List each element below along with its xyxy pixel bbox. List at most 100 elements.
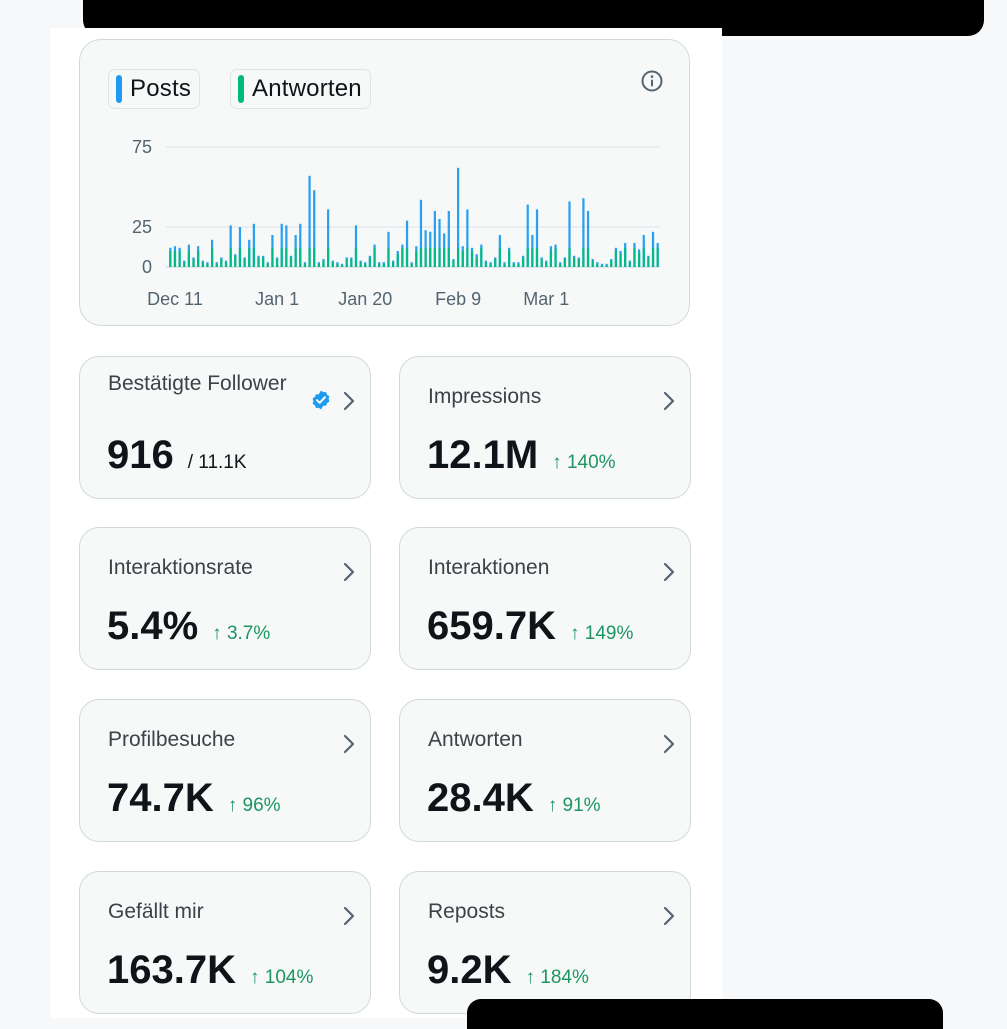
bar-replies[interactable] [229,247,232,267]
bar-replies[interactable] [433,247,436,267]
bar-replies[interactable] [234,255,237,267]
legend-posts[interactable]: Posts [108,69,201,109]
bar-replies[interactable] [517,263,520,267]
bar-replies[interactable] [210,247,214,267]
bar-replies[interactable] [526,247,529,267]
bar-posts[interactable] [438,219,441,267]
bar-replies[interactable] [294,247,297,267]
bar-replies[interactable] [299,247,302,267]
bar-replies[interactable] [475,257,478,267]
bar-replies[interactable] [605,265,608,267]
bar-posts[interactable] [405,220,409,267]
bar-replies[interactable] [308,247,311,267]
bar-posts[interactable] [568,201,571,267]
bar-replies[interactable] [503,263,506,267]
bar-replies[interactable] [266,263,269,267]
bar-posts[interactable] [285,225,288,267]
bar-replies[interactable] [419,247,423,267]
bar-replies[interactable] [392,262,395,267]
bar-replies[interactable] [480,247,483,267]
bar-replies[interactable] [340,265,344,267]
bar-replies[interactable] [396,254,399,267]
bar-replies[interactable] [410,263,413,267]
info-circle-icon[interactable] [640,69,664,93]
chevron-right-icon[interactable] [662,561,676,583]
bar-replies[interactable] [633,247,636,267]
bar-replies[interactable] [262,257,265,267]
bar-replies[interactable] [382,263,385,267]
bar-replies[interactable] [280,247,283,267]
bar-replies[interactable] [577,259,580,267]
bar-replies[interactable] [461,251,464,267]
bar-replies[interactable] [512,263,515,267]
bar-replies[interactable] [303,263,307,267]
bar-replies[interactable] [559,263,562,267]
bar-posts[interactable] [308,175,311,267]
bar-replies[interactable] [224,262,228,267]
chevron-right-icon[interactable] [342,561,356,583]
bar-replies[interactable] [187,251,190,267]
bar-replies[interactable] [452,260,455,267]
bar-replies[interactable] [345,259,348,267]
bar-replies[interactable] [424,247,427,267]
bar-replies[interactable] [447,247,450,267]
bar-replies[interactable] [624,247,627,267]
bar-replies[interactable] [257,257,260,267]
bar-replies[interactable] [466,247,469,267]
bar-posts[interactable] [447,211,450,267]
bar-replies[interactable] [275,259,279,267]
bar-replies[interactable] [596,263,599,267]
bar-replies[interactable] [642,247,645,267]
bar-posts[interactable] [466,209,469,267]
bar-replies[interactable] [443,247,446,267]
bar-replies[interactable] [364,263,367,267]
bar-replies[interactable] [197,251,200,267]
bar-replies[interactable] [628,262,631,267]
bar-replies[interactable] [563,259,566,267]
stat-card-engagement-rate[interactable]: Interaktionsrate 5.4% ↑ 3.7% [79,527,371,670]
bar-posts[interactable] [280,223,283,267]
bar-replies[interactable] [331,262,334,267]
bar-posts[interactable] [252,223,255,267]
bar-replies[interactable] [651,247,655,267]
stat-card-verified-followers[interactable]: Bestätigte Follower 916 / 11.1K [79,356,371,499]
bar-posts[interactable] [313,190,316,267]
bar-replies[interactable] [373,247,376,267]
bar-replies[interactable] [619,254,622,267]
bar-replies[interactable] [540,259,543,267]
bar-replies[interactable] [354,247,358,267]
bar-replies[interactable] [582,247,585,267]
bar-posts[interactable] [229,225,232,267]
bar-replies[interactable] [206,263,209,267]
bar-posts[interactable] [586,211,590,267]
chevron-right-icon[interactable] [662,733,676,755]
bar-posts[interactable] [354,225,358,267]
bar-replies[interactable] [401,247,404,267]
bar-posts[interactable] [526,204,529,267]
stat-card-reposts[interactable]: Reposts 9.2K ↑ 184% [399,871,691,1014]
bar-replies[interactable] [573,257,576,267]
bar-replies[interactable] [586,247,590,267]
bar-posts[interactable] [582,198,585,267]
bar-replies[interactable] [535,247,539,267]
bar-replies[interactable] [271,247,274,267]
bar-replies[interactable] [545,262,548,267]
chevron-right-icon[interactable] [342,733,356,755]
bar-replies[interactable] [173,251,177,267]
bar-replies[interactable] [549,251,553,267]
bar-replies[interactable] [243,259,246,267]
bar-replies[interactable] [489,263,492,267]
bar-replies[interactable] [531,247,534,267]
bar-replies[interactable] [248,247,251,267]
bar-replies[interactable] [289,257,293,267]
chevron-right-icon[interactable] [342,905,356,927]
bar-posts[interactable] [456,167,460,267]
stat-card-replies[interactable]: Antworten 28.4K ↑ 91% [399,699,691,842]
bar-posts[interactable] [238,227,242,267]
bar-replies[interactable] [252,247,255,267]
chevron-right-icon[interactable] [662,905,676,927]
bar-replies[interactable] [285,247,288,267]
bar-replies[interactable] [508,251,511,267]
bar-replies[interactable] [415,251,418,267]
stat-card-engagements[interactable]: Interaktionen 659.7K ↑ 149% [399,527,691,670]
